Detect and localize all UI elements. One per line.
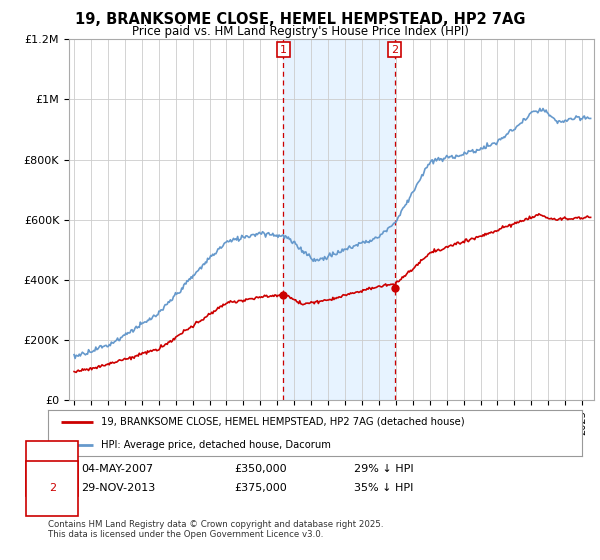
Text: 19, BRANKSOME CLOSE, HEMEL HEMPSTEAD, HP2 7AG: 19, BRANKSOME CLOSE, HEMEL HEMPSTEAD, HP… <box>75 12 525 27</box>
Text: 04-MAY-2007: 04-MAY-2007 <box>81 464 153 474</box>
Text: HPI: Average price, detached house, Dacorum: HPI: Average price, detached house, Daco… <box>101 440 331 450</box>
Text: 1: 1 <box>49 464 56 474</box>
Text: 1: 1 <box>280 45 287 55</box>
Text: 19, BRANKSOME CLOSE, HEMEL HEMPSTEAD, HP2 7AG (detached house): 19, BRANKSOME CLOSE, HEMEL HEMPSTEAD, HP… <box>101 417 465 427</box>
Text: Contains HM Land Registry data © Crown copyright and database right 2025.
This d: Contains HM Land Registry data © Crown c… <box>48 520 383 539</box>
Text: £350,000: £350,000 <box>234 464 287 474</box>
Text: £375,000: £375,000 <box>234 483 287 493</box>
Text: 35% ↓ HPI: 35% ↓ HPI <box>354 483 413 493</box>
Text: 2: 2 <box>49 483 56 493</box>
Text: 2: 2 <box>391 45 398 55</box>
Text: Price paid vs. HM Land Registry's House Price Index (HPI): Price paid vs. HM Land Registry's House … <box>131 25 469 38</box>
Bar <box>283 39 394 400</box>
Text: 29% ↓ HPI: 29% ↓ HPI <box>354 464 413 474</box>
Text: 29-NOV-2013: 29-NOV-2013 <box>81 483 155 493</box>
